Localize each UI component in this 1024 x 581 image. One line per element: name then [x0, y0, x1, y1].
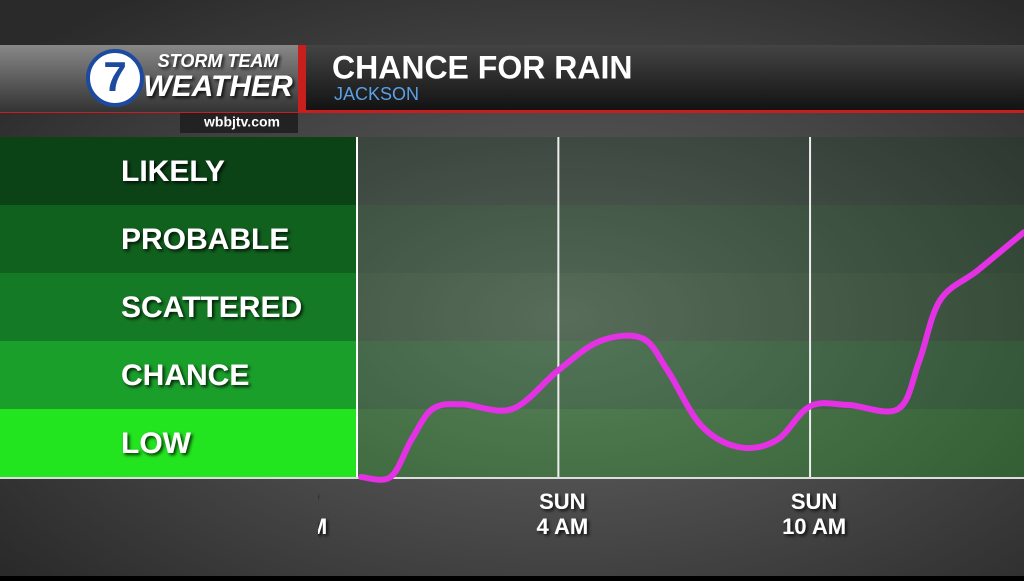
logo-box	[0, 45, 300, 112]
y-tick-label: PROBABLE	[121, 223, 289, 256]
y-tick-label: LOW	[121, 427, 192, 460]
y-tick-label: CHANCE	[121, 359, 249, 392]
header-rule	[0, 110, 1024, 113]
band-label-box	[0, 205, 357, 273]
x-tick-label: SUN	[791, 489, 837, 514]
logo-number: 7	[103, 53, 126, 100]
website-box	[180, 113, 298, 133]
y-tick-label: LIKELY	[121, 155, 225, 188]
x-tick-label: 4 AM	[536, 514, 588, 539]
logo-circle	[86, 49, 144, 107]
plot-band	[357, 273, 1024, 341]
grid	[557, 137, 812, 477]
band-label-box	[0, 341, 357, 409]
x-tick-label: SUN	[539, 489, 585, 514]
x-tick-label: 10 AM	[782, 514, 846, 539]
plot-band	[357, 205, 1024, 273]
chart-title: CHANCE FOR RAIN	[332, 49, 632, 85]
rain-chance-line	[358, 229, 1024, 483]
logo-bottom: WEATHER	[143, 70, 293, 103]
x-tick-label: PM	[294, 514, 327, 539]
logo-divider	[298, 45, 306, 112]
plot-band	[357, 409, 1024, 477]
band-label-box	[0, 273, 357, 341]
logo-top: STORM TEAM	[158, 51, 280, 71]
website: wbbjtv.com	[203, 114, 280, 130]
plot-band	[357, 137, 1024, 205]
chart-subtitle: JACKSON	[334, 84, 419, 104]
band-label-box	[0, 137, 357, 205]
band-label-box	[0, 409, 357, 477]
y-tick-label: SCATTERED	[121, 291, 302, 324]
